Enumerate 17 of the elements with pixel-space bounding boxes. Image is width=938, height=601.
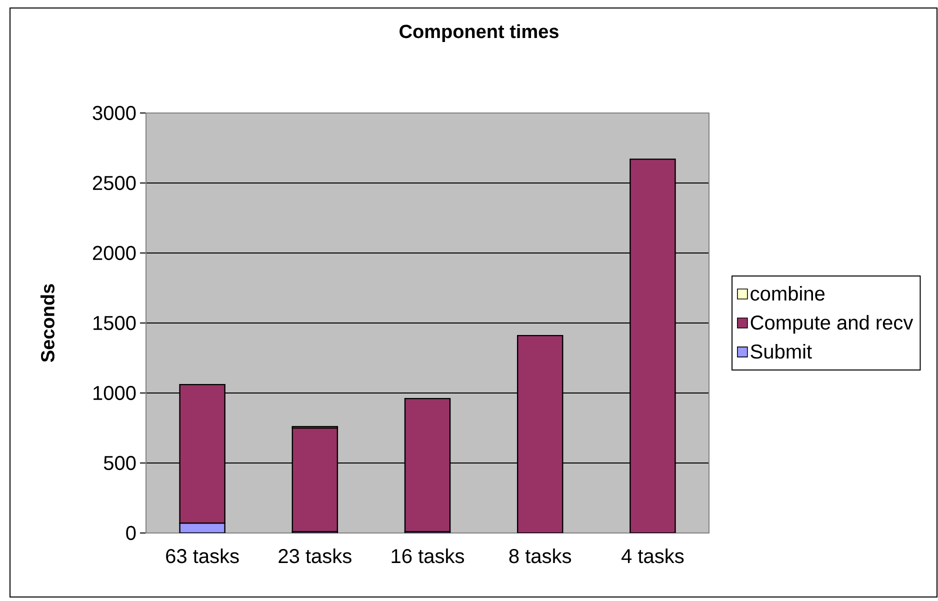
x-tick-label: 23 tasks	[278, 548, 352, 564]
chart-title: Component times	[400, 24, 558, 42]
y-tick-label: 1000	[94, 386, 136, 400]
y-tick-label: 2000	[92, 246, 136, 260]
y-tick-label: 500	[104, 456, 136, 470]
legend-label: Submit	[750, 344, 812, 359]
x-tick-label: 8 tasks	[509, 548, 572, 564]
legend-label: combine	[750, 286, 825, 301]
y-tick-label: 3000	[92, 106, 136, 120]
x-tick-label: 4 tasks	[621, 548, 684, 564]
x-tick-label: 63 tasks	[166, 548, 239, 564]
y-axis-title: Seconds	[40, 284, 54, 362]
y-tick-label: 1500	[94, 316, 136, 330]
legend-label: Compute and recv	[750, 314, 914, 334]
y-tick-label: 0	[126, 526, 136, 540]
x-tick-label: 16 tasks	[392, 548, 464, 564]
y-tick-label: 2500	[92, 176, 136, 190]
